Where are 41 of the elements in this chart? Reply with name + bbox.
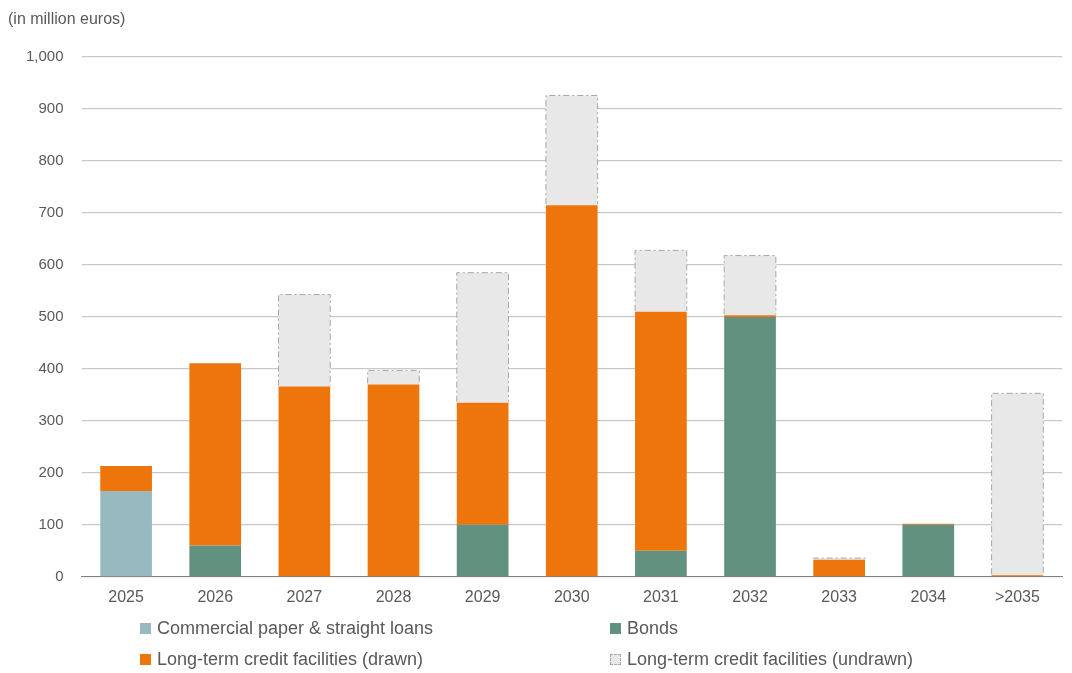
bar (100, 491, 152, 577)
x-tick-label: 2032 (732, 587, 768, 605)
y-tick-label: 600 (38, 255, 64, 273)
bar (456, 402, 509, 525)
y-tick-label: 900 (38, 99, 64, 117)
x-tick-label: 2026 (197, 587, 234, 605)
legend-label: Long-term credit facilities (undrawn) (627, 649, 914, 670)
bar (189, 363, 242, 546)
x-tick-label: 2031 (643, 587, 679, 605)
legend-label: Bonds (627, 618, 679, 639)
y-tick-label: 100 (38, 514, 64, 532)
y-axis-title: (in million euros) (8, 10, 126, 28)
y-tick-label: 400 (38, 359, 64, 377)
y-tick-label: 300 (38, 411, 64, 428)
x-tick-label: 2027 (286, 587, 323, 605)
bar (100, 466, 152, 492)
y-tick-label: 500 (38, 307, 64, 325)
bar (189, 545, 242, 577)
legend-label: Long-term credit facilities (drawn) (157, 649, 424, 670)
x-tick-label: 2034 (910, 587, 947, 605)
y-tick-label: 200 (38, 462, 64, 480)
y-tick-label: 700 (38, 203, 64, 221)
bar (635, 311, 687, 551)
bar (724, 316, 776, 577)
x-tick-label: >2035 (994, 587, 1040, 605)
bar (456, 524, 509, 577)
y-tick-label: 800 (38, 151, 64, 169)
x-tick-label: 2028 (375, 587, 412, 605)
x-tick-label: 2029 (464, 587, 501, 605)
bar (367, 384, 420, 577)
y-tick-label: 0 (55, 566, 64, 584)
bar (278, 386, 331, 577)
x-tick-label: 2030 (553, 587, 590, 605)
bar (813, 559, 866, 577)
x-tick-label: 2025 (108, 587, 144, 605)
bar (545, 205, 598, 577)
y-tick-label: 1,000 (25, 47, 64, 65)
x-tick-label: 2033 (821, 587, 858, 605)
bar (902, 524, 955, 577)
legend-label: Commercial paper & straight loans (157, 618, 434, 639)
bar (635, 550, 687, 577)
